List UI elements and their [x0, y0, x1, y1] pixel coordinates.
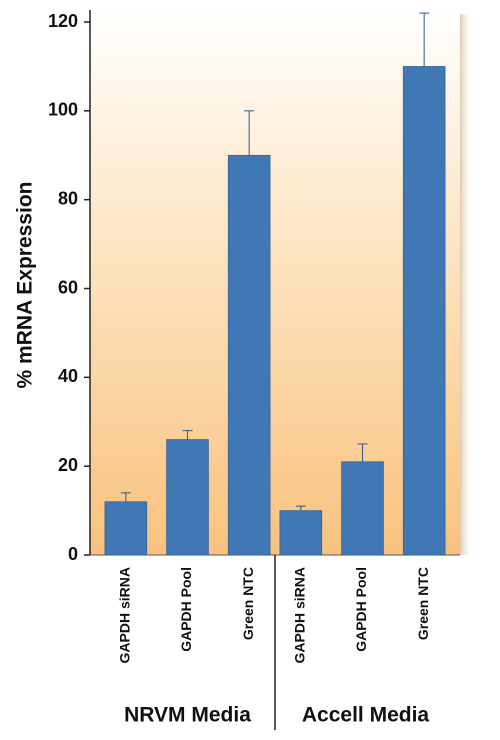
x-tick-label: GAPDH siRNA — [292, 567, 308, 663]
error-bar — [357, 443, 368, 462]
x-tick-label: Green NTC — [415, 567, 431, 640]
plot-shadow — [460, 14, 472, 555]
error-bar — [419, 12, 430, 67]
bar — [402, 66, 446, 556]
bar — [227, 154, 271, 556]
error-bar — [182, 430, 193, 440]
y-axis-label: % mRNA Expression — [14, 182, 37, 389]
y-tick-label: 120 — [48, 11, 78, 31]
bar — [166, 439, 209, 556]
y-tick-label: 40 — [58, 366, 78, 386]
error-bar — [120, 492, 131, 502]
y-tick-label: 80 — [58, 188, 78, 208]
bar — [279, 510, 323, 556]
x-tick-label: GAPDH Pool — [178, 567, 194, 652]
error-bar — [244, 110, 255, 156]
plot-background — [90, 10, 460, 555]
bar — [104, 501, 148, 556]
y-tick-label: 20 — [58, 455, 78, 475]
error-bar — [295, 505, 306, 511]
bar — [341, 461, 384, 556]
x-tick-label: GAPDH Pool — [353, 567, 369, 652]
y-tick-label: 100 — [48, 100, 78, 120]
x-tick-label: GAPDH siRNA — [117, 567, 133, 663]
y-tick-label: 0 — [68, 544, 78, 564]
group-label: NRVM Media — [124, 704, 251, 727]
x-tick-label: Green NTC — [240, 567, 256, 640]
y-tick-label: 60 — [58, 277, 78, 297]
group-label: Accell Media — [302, 704, 430, 727]
